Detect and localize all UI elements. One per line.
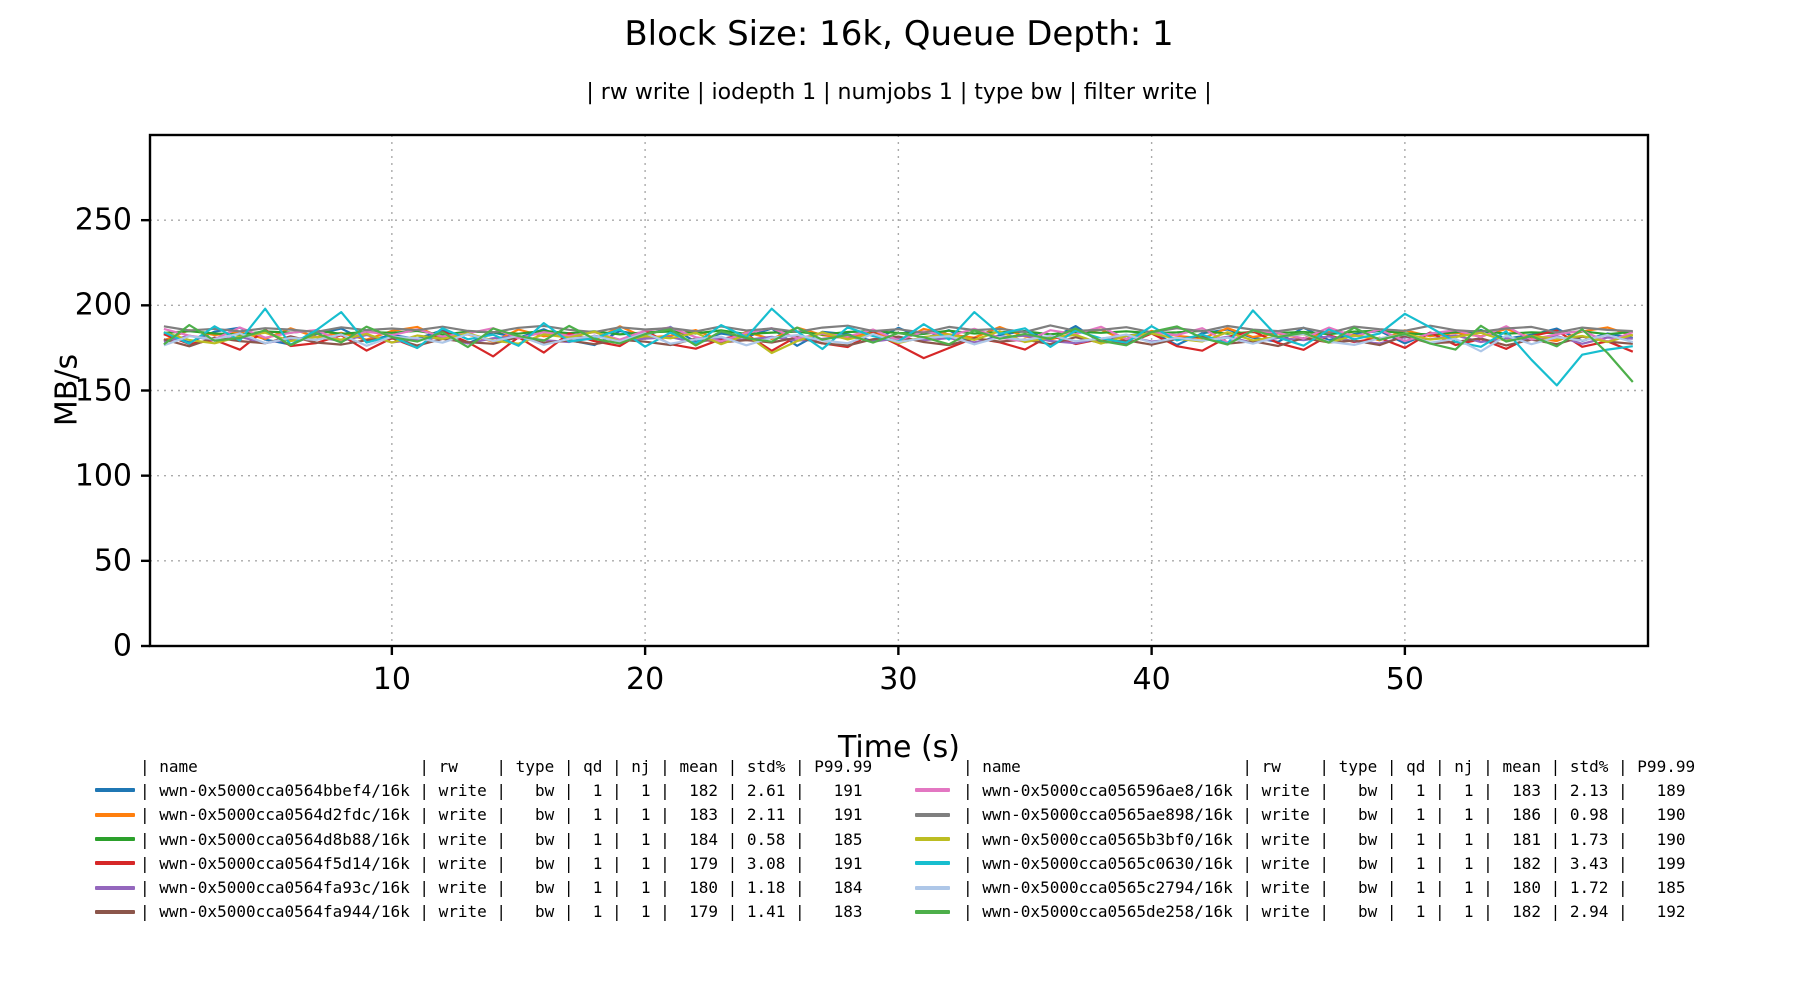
legend-swatch: [95, 885, 135, 890]
legend-header-row: | name | rw | type | qd | nj | mean | st…: [95, 754, 872, 778]
legend-swatch: [915, 909, 950, 914]
x-tick-label: 20: [626, 662, 665, 697]
x-axis-label: Time (s): [838, 730, 960, 765]
legend-row: | wwn-0x5000cca0565c2794/16k | write | b…: [915, 875, 1695, 899]
y-tick-label: 150: [74, 373, 132, 408]
legend-swatch: [915, 837, 950, 842]
legend-row: | wwn-0x5000cca0565de258/16k | write | b…: [915, 900, 1695, 924]
legend-table-left: | name | rw | type | qd | nj | mean | st…: [95, 754, 872, 924]
y-tick-label: 100: [74, 458, 132, 494]
legend-row-text: | wwn-0x5000cca0564fa93c/16k | write | b…: [140, 878, 863, 898]
series-line: [163, 323, 1634, 383]
legend-swatch-spacer: [915, 764, 950, 768]
x-tick-label: 50: [1385, 662, 1424, 697]
legend-row: | wwn-0x5000cca0564d8b88/16k | write | b…: [95, 827, 872, 851]
legend-header-text: | name | rw | type | qd | nj | mean | st…: [140, 756, 873, 776]
legend-row-text: | wwn-0x5000cca0565c2794/16k | write | b…: [963, 878, 1686, 898]
legend-row-text: | wwn-0x5000cca056596ae8/16k | write | b…: [963, 780, 1686, 800]
legend-row: | wwn-0x5000cca0565b3bf0/16k | write | b…: [915, 827, 1695, 851]
legend-row: | wwn-0x5000cca0565c0630/16k | write | b…: [915, 851, 1695, 875]
legend-row-text: | wwn-0x5000cca0565ae898/16k | write | b…: [963, 805, 1686, 825]
legend-row: | wwn-0x5000cca0564fa93c/16k | write | b…: [95, 875, 872, 899]
legend-swatch: [95, 812, 135, 817]
legend-swatch: [95, 861, 135, 866]
legend-row: | wwn-0x5000cca0564bbef4/16k | write | b…: [95, 778, 872, 802]
legend-swatch-spacer: [95, 764, 135, 768]
legend-row-text: | wwn-0x5000cca0564bbef4/16k | write | b…: [140, 780, 863, 800]
series-line: [163, 324, 1633, 335]
x-tick-label: 10: [372, 662, 411, 697]
y-tick-label: 0: [112, 628, 132, 664]
legend-row-text: | wwn-0x5000cca0564f5d14/16k | write | b…: [140, 853, 863, 873]
legend-row: | wwn-0x5000cca0565ae898/16k | write | b…: [915, 803, 1695, 827]
legend-row-text: | wwn-0x5000cca0564d2fdc/16k | write | b…: [140, 805, 863, 825]
legend-swatch: [915, 885, 950, 890]
x-tick-label: 40: [1132, 662, 1171, 697]
y-tick-label: 200: [74, 287, 132, 323]
x-tick-label: 30: [879, 662, 918, 697]
chart-title: Block Size: 16k, Queue Depth: 1: [624, 14, 1174, 54]
legend-row-text: | wwn-0x5000cca0565c0630/16k | write | b…: [963, 853, 1686, 873]
legend-swatch: [95, 837, 135, 842]
legend-row: | wwn-0x5000cca0564d2fdc/16k | write | b…: [95, 803, 872, 827]
legend-row-text: | wwn-0x5000cca0564fa944/16k | write | b…: [140, 902, 863, 922]
legend-swatch: [95, 909, 135, 914]
y-tick-label: 50: [93, 543, 132, 579]
legend-table-right: | name | rw | type | qd | nj | mean | st…: [915, 754, 1695, 924]
legend-header-text: | name | rw | type | qd | nj | mean | st…: [963, 756, 1696, 776]
legend-swatch: [915, 861, 950, 866]
legend-header-row: | name | rw | type | qd | nj | mean | st…: [915, 754, 1695, 778]
y-tick-label: 250: [74, 202, 132, 238]
legend-row-text: | wwn-0x5000cca0565b3bf0/16k | write | b…: [963, 829, 1686, 849]
legend-row: | wwn-0x5000cca056596ae8/16k | write | b…: [915, 778, 1695, 802]
legend-row-text: | wwn-0x5000cca0565de258/16k | write | b…: [963, 902, 1686, 922]
legend-swatch: [915, 788, 950, 793]
legend-row: | wwn-0x5000cca0564f5d14/16k | write | b…: [95, 851, 872, 875]
legend-row: | wwn-0x5000cca0564fa944/16k | write | b…: [95, 900, 872, 924]
legend-row-text: | wwn-0x5000cca0564d8b88/16k | write | b…: [140, 829, 863, 849]
legend-swatch: [95, 788, 135, 793]
chart-subtitle: | rw write | iodepth 1 | numjobs 1 | typ…: [586, 80, 1212, 105]
legend-swatch: [915, 812, 950, 817]
